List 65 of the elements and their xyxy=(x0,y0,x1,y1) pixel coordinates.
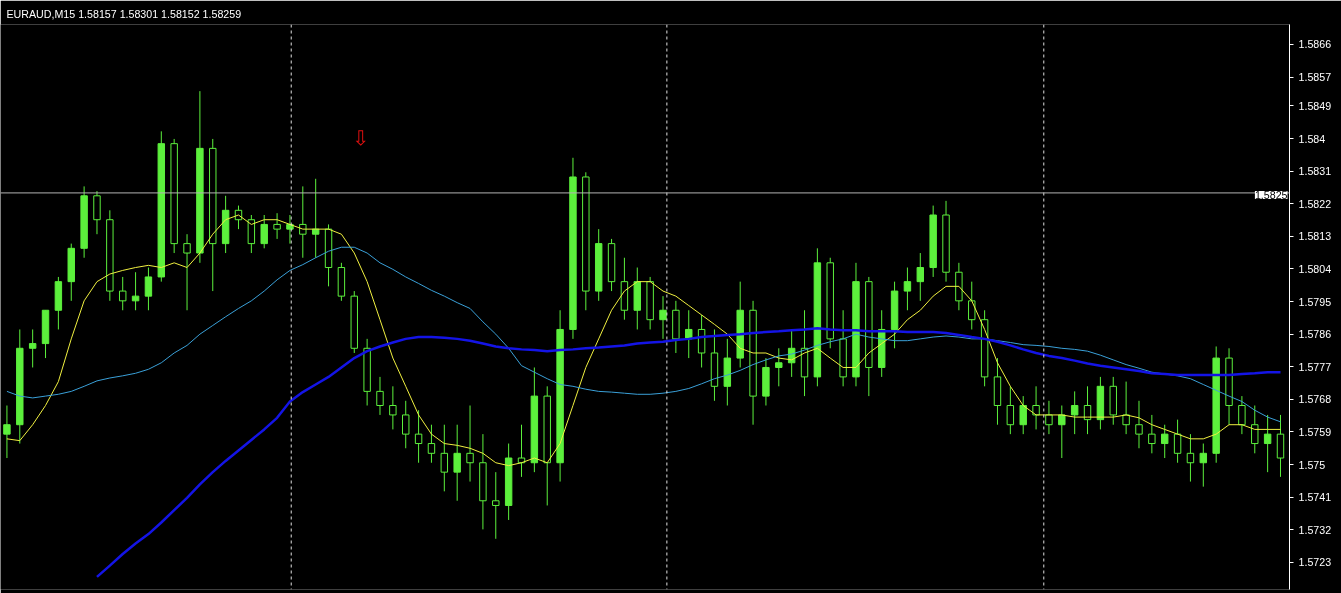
candlestick xyxy=(1173,419,1182,464)
y-tick-label: 1.5813 xyxy=(1298,230,1332,243)
line-series xyxy=(95,327,1282,579)
candlestick xyxy=(389,385,397,430)
y-tick-label: 1.5786 xyxy=(1298,328,1332,341)
candlestick xyxy=(1199,443,1208,488)
candlestick xyxy=(427,424,436,464)
candlestick xyxy=(1161,424,1169,459)
candlestick xyxy=(376,376,384,416)
candlestick xyxy=(1251,405,1259,454)
candlestick xyxy=(1135,400,1143,449)
candlestick xyxy=(453,424,461,502)
y-tick-label: 1.5857 xyxy=(1298,71,1332,84)
y-tick-label: 1.5759 xyxy=(1298,425,1332,438)
candlestick xyxy=(1276,414,1285,478)
y-tick-label: 1.5795 xyxy=(1298,295,1332,308)
candlestick xyxy=(1070,390,1079,435)
candlestick xyxy=(1058,405,1066,459)
ref-line-label: 1.5825 xyxy=(1254,188,1288,201)
candlestick xyxy=(1032,385,1040,430)
candlestick xyxy=(1186,433,1195,483)
candlestick xyxy=(1019,395,1027,435)
y-tick-label: 1.5723 xyxy=(1298,556,1332,569)
candlestick xyxy=(1148,414,1156,454)
candlestick xyxy=(286,214,294,245)
candlestick xyxy=(183,233,191,311)
y-tick-label: 1.5822 xyxy=(1298,197,1332,210)
annotation: ⇩ xyxy=(352,126,370,151)
candlestick xyxy=(903,267,912,311)
y-tick-label: 1.5741 xyxy=(1298,491,1332,504)
candlestick xyxy=(247,214,256,254)
line-series xyxy=(6,246,1281,423)
candlestick xyxy=(3,405,11,459)
y-tick-label: 1.5777 xyxy=(1298,360,1332,373)
chart-title: EURAUD,M15 1.58157 1.58301 1.58152 1.58259 xyxy=(6,7,242,20)
candlestick xyxy=(1238,395,1246,435)
candlestick xyxy=(659,295,667,340)
candlestick xyxy=(28,328,37,368)
candlestick xyxy=(144,267,153,311)
candlestick xyxy=(1263,414,1272,473)
y-tick-label: 1.5866 xyxy=(1298,38,1332,51)
y-tick-label: 1.5831 xyxy=(1298,165,1332,178)
y-tick-label: 1.5768 xyxy=(1298,393,1332,406)
candlestick xyxy=(916,252,925,302)
candlestick xyxy=(402,400,410,449)
candlestick xyxy=(1006,385,1015,435)
candlestick xyxy=(414,409,423,464)
candlestick xyxy=(93,190,101,235)
candlestick xyxy=(273,212,281,240)
y-tick-label: 1.584 xyxy=(1298,132,1326,145)
candlestick xyxy=(118,276,127,311)
candlestick xyxy=(131,271,140,311)
candlestick xyxy=(775,347,783,387)
candlestick xyxy=(440,424,449,492)
candlestick xyxy=(1122,381,1130,435)
y-tick-label: 1.5804 xyxy=(1298,262,1332,275)
y-tick-label: 1.575 xyxy=(1298,458,1326,471)
candlestick xyxy=(466,405,474,483)
y-tick-label: 1.5849 xyxy=(1298,99,1332,112)
candlestick xyxy=(968,281,976,330)
candlestick xyxy=(299,185,307,259)
candlestick xyxy=(1045,400,1053,435)
y-tick-label: 1.5732 xyxy=(1298,523,1332,536)
candlestick xyxy=(492,471,500,540)
candlestick xyxy=(260,214,268,249)
